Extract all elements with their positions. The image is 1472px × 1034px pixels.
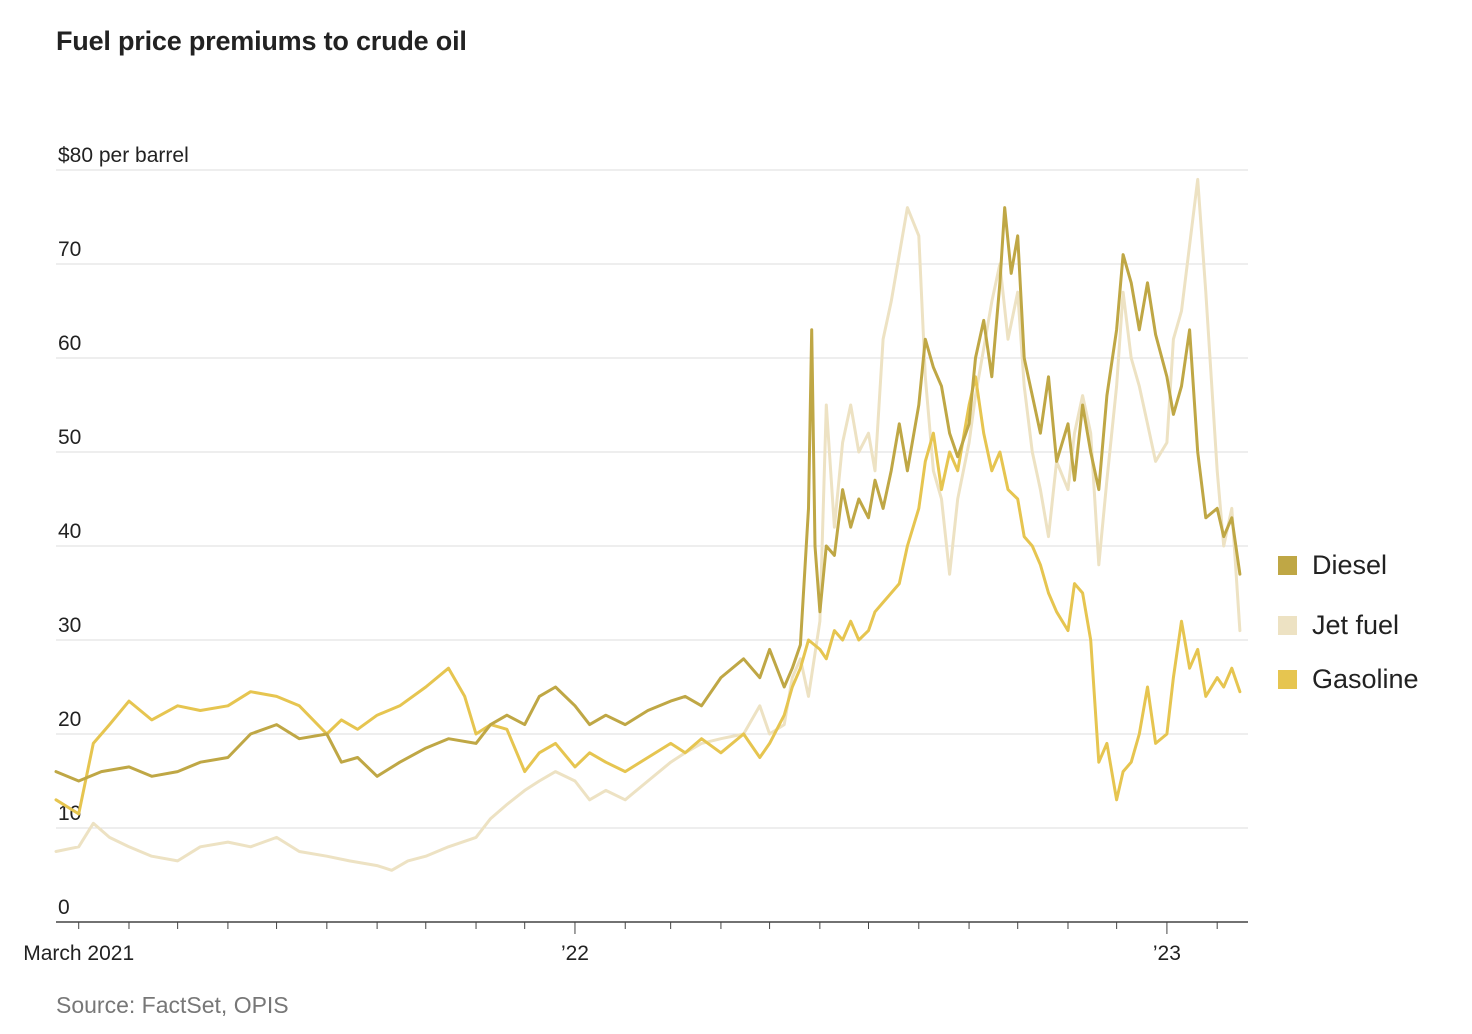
source-note: Source: FactSet, OPIS: [56, 992, 289, 1018]
legend-item-gasoline: Gasoline: [1278, 664, 1419, 695]
legend-label-gasoline: Gasoline: [1312, 664, 1419, 694]
y-tick-label-0: 0: [58, 896, 70, 919]
x-tick-label-1: ’22: [561, 942, 589, 965]
y-tick-label-20: 20: [58, 708, 81, 731]
legend-label-jet-fuel: Jet fuel: [1312, 610, 1400, 640]
y-tick-label-40: 40: [58, 520, 81, 543]
x-tick-label-0: March 2021: [23, 942, 134, 965]
legend-label-diesel: Diesel: [1312, 550, 1388, 580]
x-tick-label-2: ’23: [1153, 942, 1181, 965]
y-tick-label-80: $80 per barrel: [58, 144, 189, 167]
series-line-gasoline: [54, 375, 1242, 816]
legend-swatch-gasoline: [1278, 670, 1297, 689]
y-tick-label-50: 50: [58, 426, 81, 449]
chart-title: Fuel price premiums to crude oil: [56, 26, 467, 56]
series-line-jet-fuel: [54, 177, 1242, 872]
series-lines: [54, 177, 1242, 872]
y-axis-ticks: 0 10 20 30 40 50 60 70 $80 per barrel: [58, 144, 189, 919]
gridlines: [56, 169, 1248, 829]
legend-item-diesel: Diesel: [1278, 550, 1387, 581]
legend-swatch-diesel: [1278, 556, 1297, 575]
y-tick-label-70: 70: [58, 238, 81, 261]
legend-swatch-jet-fuel: [1278, 616, 1297, 635]
y-tick-label-30: 30: [58, 614, 81, 637]
legend-item-jet-fuel: Jet fuel: [1278, 610, 1399, 641]
y-tick-label-10: 10: [58, 802, 81, 825]
x-axis: March 2021 ’22 ’23: [23, 921, 1248, 965]
y-tick-label-60: 60: [58, 332, 81, 355]
series-line-diesel: [54, 206, 1242, 783]
